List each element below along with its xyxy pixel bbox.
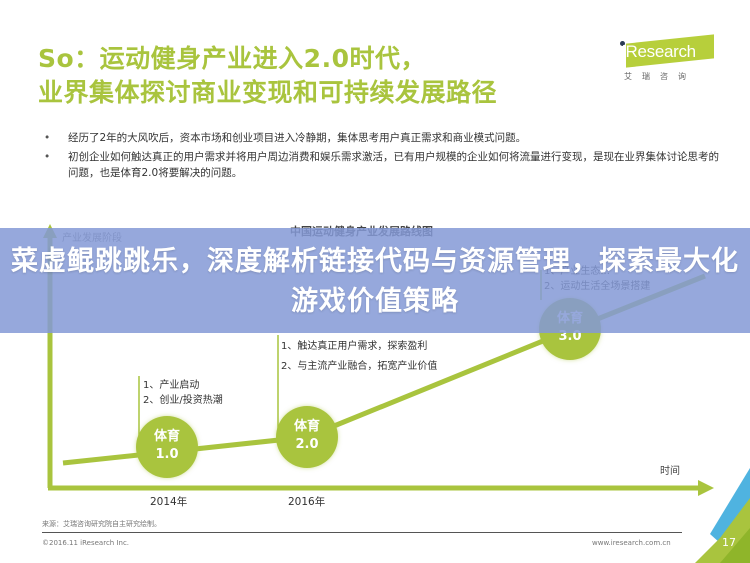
stage-2-notes: 1、触达真正用户需求，探索盈利 2、与主流产业融合，拓宽产业价值 (281, 341, 438, 372)
source-note: 来源：艾瑞咨询研究院自主研究绘制。 (42, 520, 161, 528)
iresearch-logo: iResearch 艾瑞咨询 (618, 34, 723, 85)
logo-cn: 艾瑞咨询 (624, 72, 696, 81)
corner-decoration-icon (695, 468, 750, 563)
bullet-list: 经历了2年的大风吹后，资本市场和创业项目进入冷静期，集体思考用户真正需求和商业模… (42, 130, 722, 184)
x-tick-2016: 2016年 (288, 496, 326, 508)
copyright: ©2016.11 iResearch Inc. (42, 539, 130, 547)
x-axis-arrow-icon (698, 480, 714, 496)
x-axis-label: 时间 (660, 466, 680, 477)
slide-title: So：运动健身产业进入2.0时代， 业界集体探讨商业变现和可持续发展路径 (38, 42, 497, 110)
banner-headline: 菜虚鲲跳跳乐，深度解析链接代码与资源管理，探索最大化游戏价值策略 (11, 246, 739, 317)
bullet-item: 经历了2年的大风吹后，资本市场和创业项目进入冷静期，集体思考用户真正需求和商业模… (42, 130, 722, 146)
title-line-2: 业界集体探讨商业变现和可持续发展路径 (38, 78, 498, 107)
logo-text: iResearch (622, 42, 696, 61)
footer-divider (42, 532, 682, 533)
stage-1-notes: 1、产业启动 2、创业/投资热潮 (143, 380, 223, 406)
stage-circle-2: 体育 2.0 (276, 406, 338, 468)
overlay-banner: 菜虚鲲跳跳乐，深度解析链接代码与资源管理，探索最大化游戏价值策略 (0, 228, 750, 333)
page-number: 17 (722, 536, 736, 549)
stage-circle-1: 体育 1.0 (136, 416, 198, 478)
bullet-item: 初创企业如何触达真正的用户需求并将用户周边消费和娱乐需求激活，已有用户规模的企业… (42, 149, 722, 181)
logo-dot-icon (620, 41, 625, 46)
title-line-1: So：运动健身产业进入2.0时代， (38, 44, 426, 73)
x-tick-2014: 2014年 (150, 496, 188, 508)
website-url: www.iresearch.com.cn (592, 539, 671, 547)
